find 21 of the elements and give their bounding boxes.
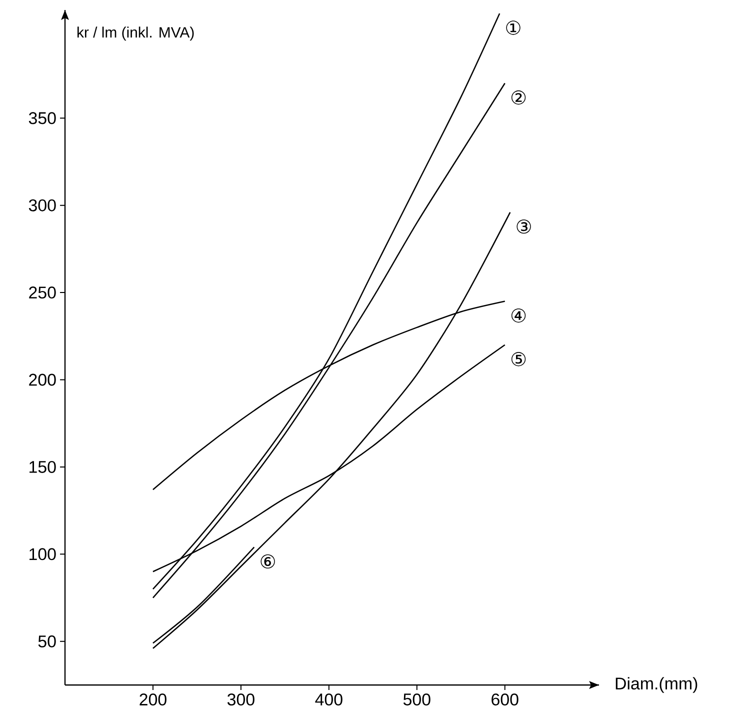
- x-tick-label: 500: [403, 694, 430, 706]
- y-tick-label: 200: [29, 374, 56, 386]
- x-tick-label: 600: [492, 694, 518, 706]
- x-tick-label: 200: [140, 694, 166, 706]
- y-tick-label: 50: [38, 635, 56, 648]
- x-tick-label: 300: [227, 694, 254, 706]
- line-series: [152, 212, 511, 650]
- series-label: ⑤: [511, 352, 526, 366]
- y-tick-label: 100: [30, 548, 56, 560]
- series-label: ②: [511, 90, 526, 105]
- y-tick-label: 300: [28, 199, 56, 212]
- y-tick-label: 350: [28, 112, 56, 124]
- y-axis-title: kr / lm (inkl. MVA): [77, 26, 194, 41]
- x-axis-title: Diam.(mm): [616, 677, 698, 693]
- series-label: ④: [511, 308, 526, 323]
- x-tick-label: 400: [315, 694, 342, 706]
- series-label: ①: [506, 20, 520, 35]
- y-tick-label: 250: [29, 286, 56, 299]
- series-label: ⑥: [260, 554, 275, 569]
- series-label: ③: [516, 219, 531, 234]
- y-tick-label: 150: [30, 460, 56, 473]
